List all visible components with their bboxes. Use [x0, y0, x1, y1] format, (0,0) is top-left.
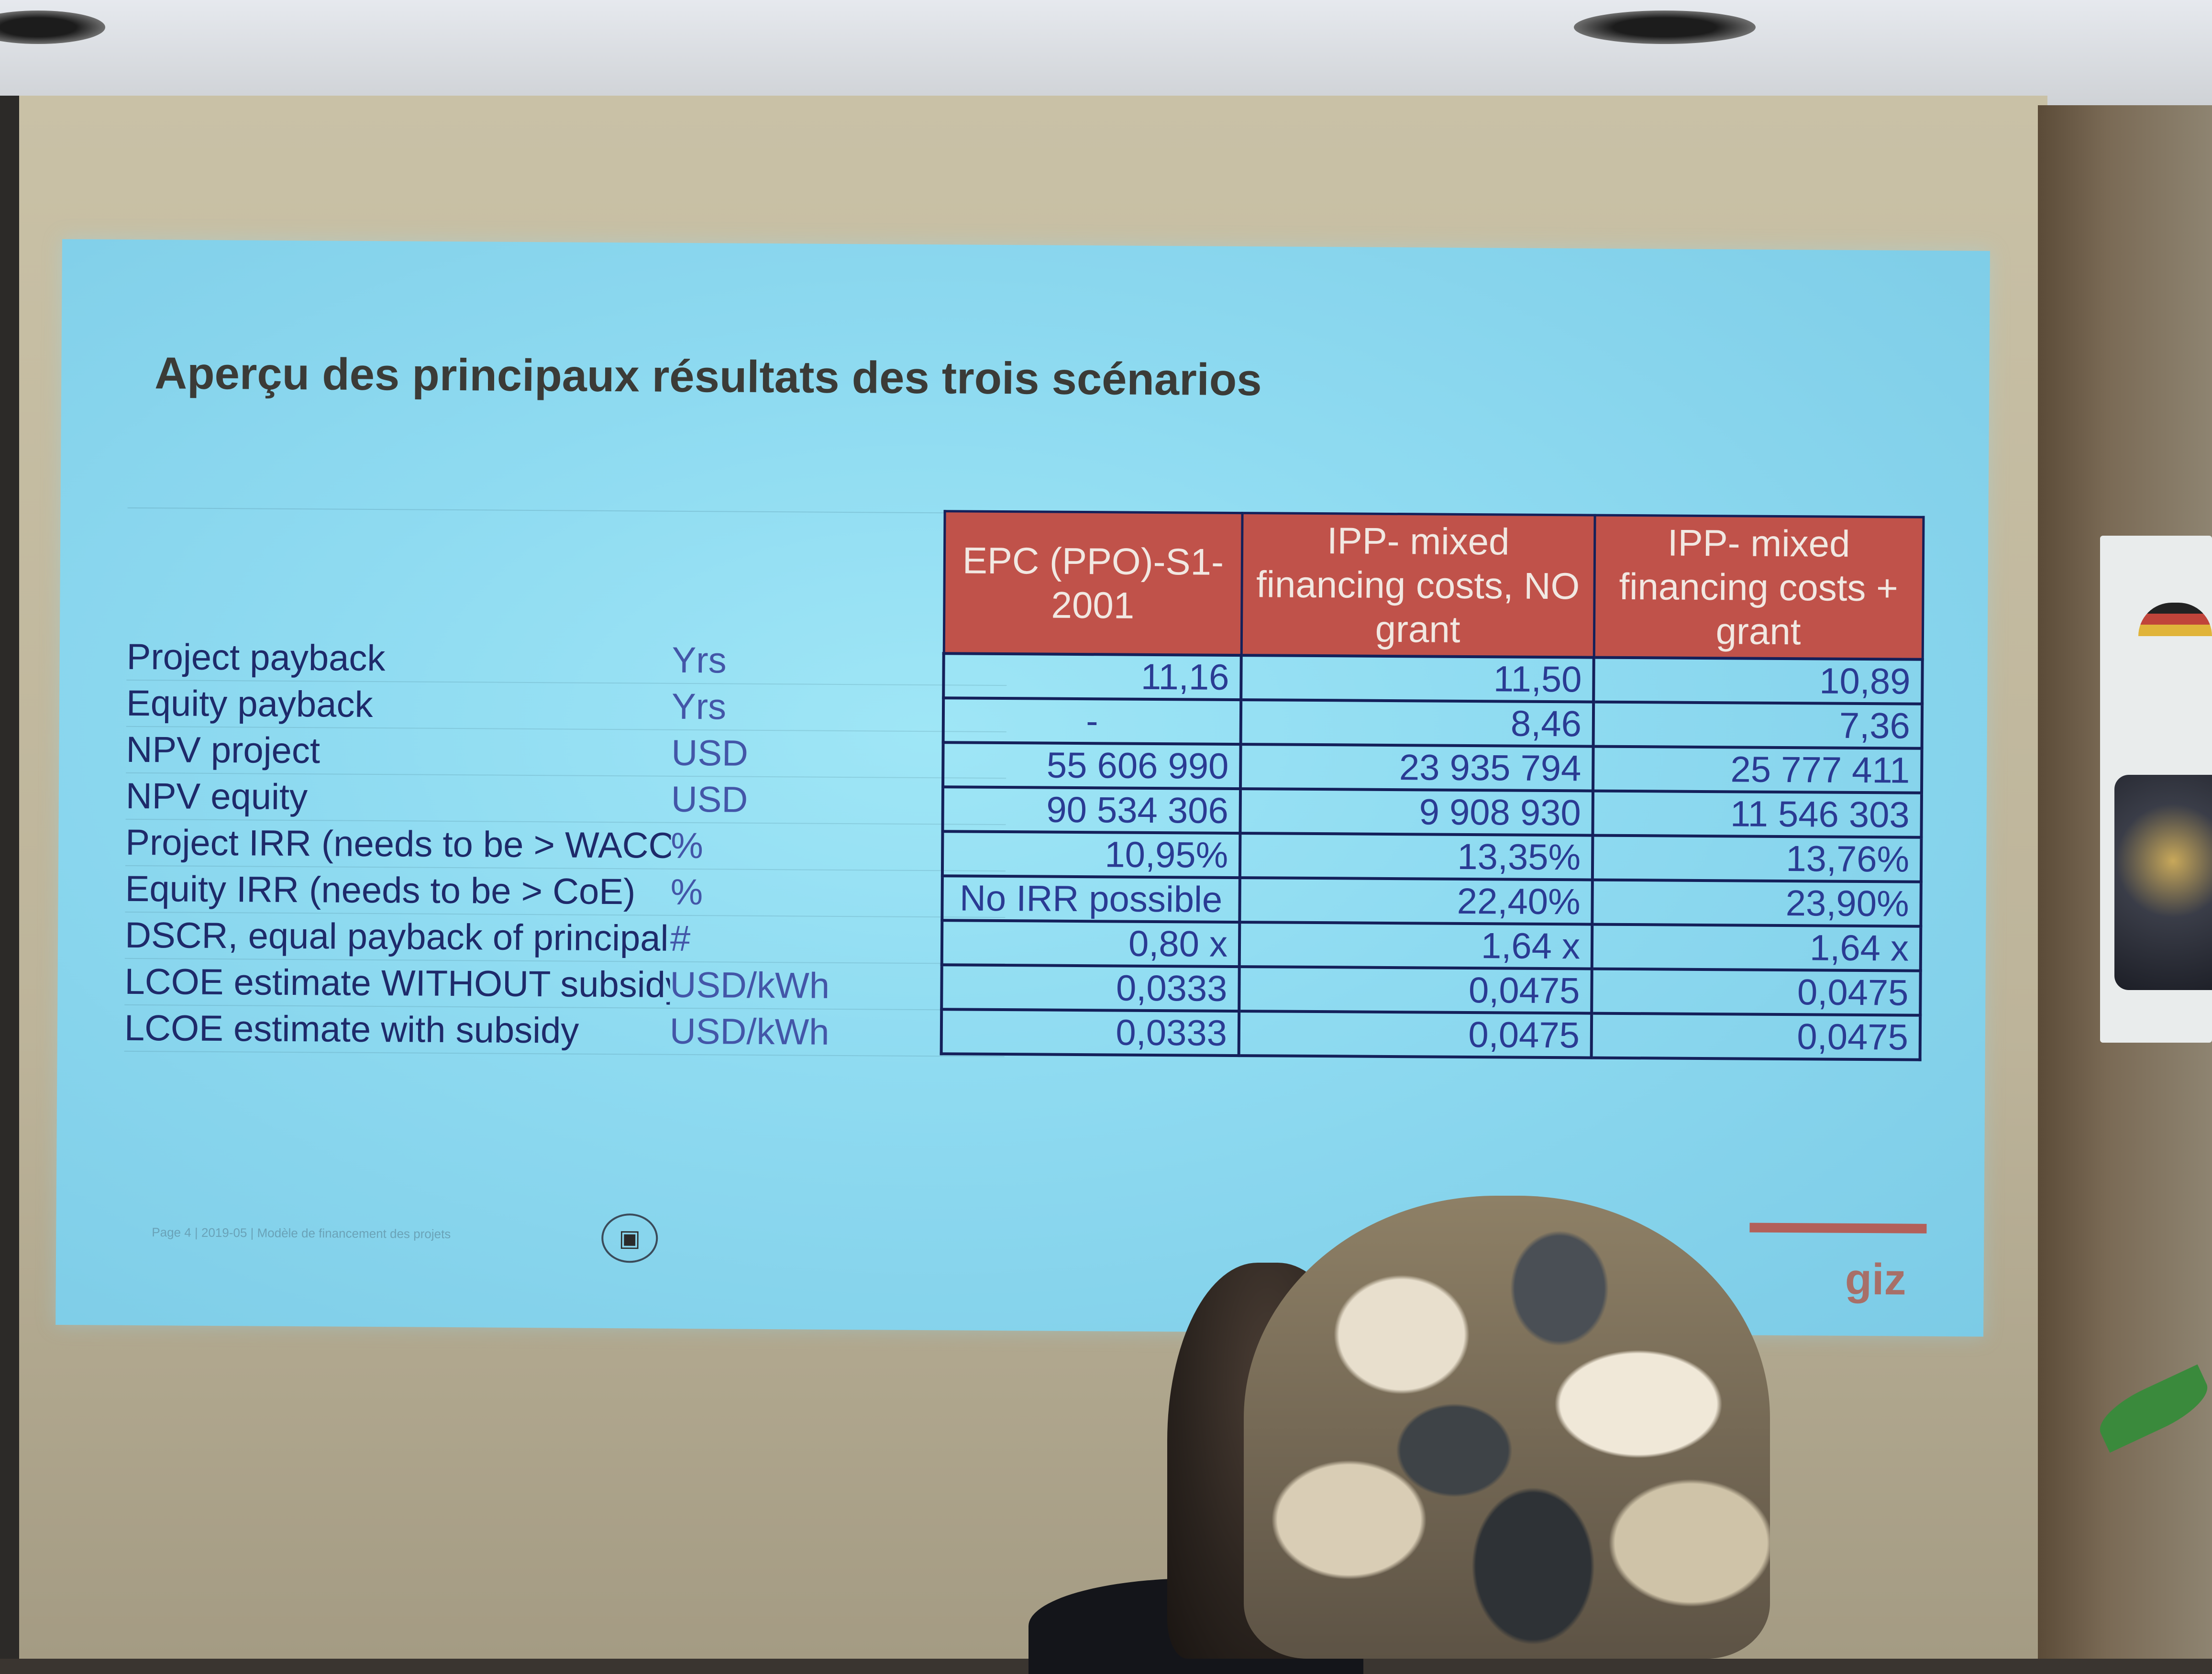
table-cell: 23 935 794	[1240, 744, 1593, 791]
table-cell: -	[943, 698, 1241, 745]
table-cell: 90 534 306	[942, 787, 1241, 834]
table-cell: 23,90%	[1592, 880, 1921, 926]
column-header: EPC (PPO)-S1-2001	[943, 511, 1242, 656]
label-row: Equity payback Yrs	[126, 680, 1007, 733]
label-row: LCOE estimate WITHOUT subsidy USD/kWh	[124, 958, 1005, 1011]
column-header: IPP- mixed financing costs, NO grant	[1241, 513, 1595, 658]
unit-label: USD/kWh	[670, 964, 830, 1006]
metric-label: Equity IRR (needs to be > CoE)	[125, 868, 636, 913]
label-row: Project payback Yrs	[126, 634, 1007, 686]
label-row: NPV equity USD	[125, 773, 1006, 826]
ceiling	[0, 0, 2212, 105]
table-row: 0,0333 0,0475 0,0475	[941, 965, 1921, 1015]
unit-label: Yrs	[671, 686, 727, 727]
metric-label: DSCR, equal payback of principal	[124, 914, 669, 959]
flag-icon	[2138, 603, 2212, 636]
table-cell: 0,0333	[941, 1009, 1239, 1056]
giz-logo: giz	[1845, 1255, 1906, 1304]
table-row: 90 534 306 9 908 930 11 546 303	[942, 787, 1922, 837]
footer-text: Page 4 | 2019-05 | Modèle de financement…	[152, 1225, 451, 1242]
unit-label: #	[670, 918, 691, 959]
table-row: 55 606 990 23 935 794 25 777 411	[943, 742, 1922, 793]
ceiling-light	[0, 11, 105, 44]
table-cell: 0,0475	[1591, 1013, 1921, 1060]
table-header-row: EPC (PPO)-S1-2001 IPP- mixed financing c…	[943, 511, 1924, 660]
table-cell: 11,16	[943, 653, 1241, 700]
table-row: - 8,46 7,36	[943, 698, 1923, 749]
unit-label: USD/kWh	[669, 1011, 830, 1053]
footer-rule	[1749, 1222, 1927, 1233]
unit-label: %	[670, 871, 703, 913]
table-row: 11,16 11,50 10,89	[943, 653, 1923, 704]
label-row: LCOE estimate with subsidy USD/kWh	[124, 1005, 1005, 1057]
table-cell: 9 908 930	[1240, 789, 1593, 836]
label-header-area	[126, 507, 1008, 641]
audience-head-scarf	[1244, 1196, 1770, 1659]
label-row: DSCR, equal payback of principal #	[124, 912, 1006, 965]
table-cell: 0,0475	[1239, 967, 1592, 1013]
metric-label: Equity payback	[126, 683, 373, 725]
table-cell: 1,64 x	[1239, 922, 1593, 969]
label-row: Project IRR (needs to be > WACC %	[125, 819, 1006, 872]
table-cell: 22,40%	[1239, 878, 1593, 925]
table-cell: 10,95%	[942, 831, 1240, 878]
table-cell: 8,46	[1240, 700, 1594, 747]
table-cell: 0,0333	[941, 965, 1239, 1012]
label-row: NPV project USD	[126, 727, 1006, 779]
column-header: IPP- mixed financing costs + grant	[1593, 515, 1924, 660]
table-cell: 10,89	[1593, 657, 1923, 704]
projected-slide: Aperçu des principaux résultats des troi…	[55, 239, 1990, 1337]
table-row: 10,95% 13,35% 13,76%	[942, 831, 1922, 882]
table-row: No IRR possible 22,40% 23,90%	[942, 876, 1921, 926]
slide-title: Aperçu des principaux résultats des troi…	[154, 348, 1262, 405]
metric-label: Project IRR (needs to be > WACC	[125, 822, 671, 866]
row-labels: Project payback Yrs Equity payback Yrs N…	[124, 634, 1007, 1057]
metric-label: Project payback	[126, 636, 386, 679]
table-cell: 25 777 411	[1593, 746, 1922, 793]
table-cell: 7,36	[1593, 702, 1923, 749]
table-cell: 0,0475	[1239, 1011, 1592, 1058]
unit-label: Yrs	[672, 639, 727, 681]
table-row: 0,0333 0,0475 0,0475	[941, 1009, 1921, 1060]
table-cell: 1,64 x	[1592, 924, 1921, 971]
table-cell: 0,80 x	[941, 920, 1240, 967]
table-cell: 55 606 990	[943, 742, 1241, 789]
metric-label: NPV project	[126, 729, 321, 771]
banner-photo	[2114, 775, 2212, 990]
table-cell: No IRR possible	[942, 876, 1240, 923]
metric-label: LCOE estimate with subsidy	[124, 1007, 579, 1051]
table-cell: 11 546 303	[1593, 791, 1922, 837]
camera-icon: ▣	[601, 1213, 658, 1263]
rollup-banner	[2100, 536, 2212, 1043]
unit-label: USD	[671, 779, 748, 820]
metric-label: NPV equity	[125, 775, 308, 818]
results-table: EPC (PPO)-S1-2001 IPP- mixed financing c…	[940, 510, 1925, 1061]
ceiling-light	[1574, 11, 1756, 44]
table-row: 0,80 x 1,64 x 1,64 x	[941, 920, 1921, 971]
metric-label: LCOE estimate WITHOUT subsidy	[124, 961, 670, 1005]
unit-label: %	[671, 825, 704, 867]
table-cell: 11,50	[1241, 655, 1594, 702]
unit-label: USD	[671, 732, 749, 774]
table-cell: 13,35%	[1239, 833, 1593, 880]
label-row: Equity IRR (needs to be > CoE) %	[125, 866, 1006, 918]
table-cell: 13,76%	[1592, 835, 1922, 882]
table-cell: 0,0475	[1592, 969, 1921, 1015]
